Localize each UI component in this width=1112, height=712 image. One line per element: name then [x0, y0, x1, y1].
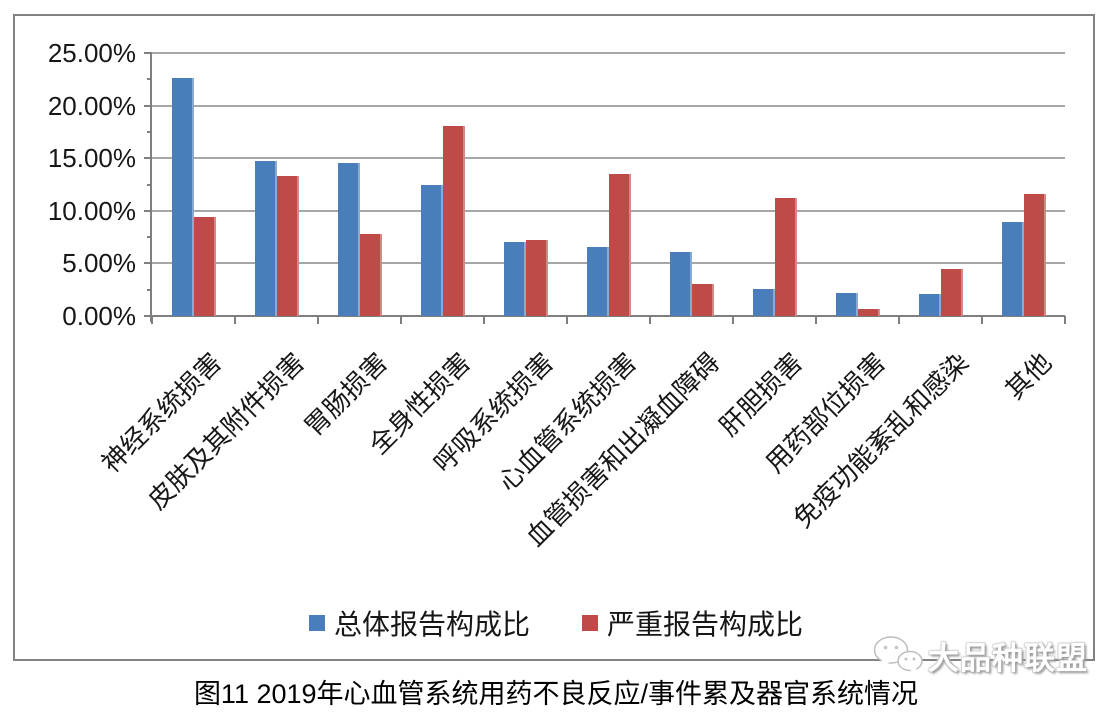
- bar-serious: [691, 284, 714, 316]
- y-axis-tick-label: 20.00%: [47, 90, 136, 121]
- watermark-text: 大品种联盟: [928, 641, 1088, 676]
- legend: 总体报告构成比 严重报告构成比: [0, 603, 1112, 643]
- y-axis-tick-label: 0.00%: [62, 301, 136, 331]
- chart-title: 图11 2019年心血管系统用药不良反应/事件累及器官系统情况: [193, 679, 919, 709]
- y-axis-tick-label: 5.00%: [62, 248, 136, 279]
- bar-serious: [359, 233, 382, 316]
- bar-total: [918, 293, 941, 316]
- x-axis-tick: [1064, 316, 1066, 324]
- y-axis-minor-tick: [147, 78, 152, 81]
- x-axis-tick: [234, 316, 236, 324]
- bar-total: [337, 163, 360, 316]
- gridline: [152, 157, 1065, 160]
- gridline: [152, 52, 1065, 54]
- x-axis-tick: [981, 316, 983, 324]
- bar-serious: [276, 176, 299, 316]
- bar-total: [1001, 222, 1024, 316]
- legend-item-total: 总体报告构成比: [308, 603, 530, 643]
- bar-total: [835, 292, 858, 316]
- bar-serious: [940, 268, 963, 316]
- x-axis-tick: [898, 316, 900, 324]
- y-axis-tick-label: 15.00%: [47, 143, 136, 174]
- x-axis-tick: [732, 316, 734, 324]
- bar-total: [586, 246, 609, 316]
- gridline: [152, 104, 1065, 107]
- y-axis-tick: [144, 157, 152, 160]
- x-axis-tick: [483, 316, 485, 324]
- y-axis-tick: [144, 209, 152, 212]
- y-axis-tick: [144, 262, 152, 265]
- bar-serious: [442, 125, 465, 316]
- bar-serious: [525, 240, 548, 316]
- legend-swatch-total: [308, 615, 325, 631]
- x-axis-line: [150, 315, 1065, 317]
- legend-item-serious: 严重报告构成比: [582, 603, 803, 643]
- y-axis-minor-tick: [147, 236, 152, 239]
- y-axis-minor-tick: [147, 288, 152, 291]
- bar-total: [171, 78, 194, 316]
- bar-serious: [193, 217, 216, 316]
- x-axis-tick: [400, 316, 402, 324]
- y-axis-tick: [144, 104, 152, 107]
- y-axis-tick-label: 10.00%: [47, 195, 136, 226]
- y-axis-tick: [144, 52, 152, 54]
- y-axis-tick: [144, 315, 152, 317]
- bar-total: [254, 161, 277, 316]
- y-axis-minor-tick: [147, 130, 152, 133]
- watermark: 大品种联盟: [872, 633, 1088, 678]
- bar-total: [420, 184, 443, 316]
- x-axis-tick: [566, 316, 568, 324]
- x-axis-tick: [317, 316, 319, 324]
- bar-serious: [774, 198, 797, 316]
- bar-serious: [608, 173, 631, 316]
- legend-swatch-serious: [582, 615, 598, 631]
- wechat-icon: [873, 635, 923, 675]
- y-axis-line: [150, 53, 152, 322]
- x-axis-tick: [151, 316, 153, 324]
- x-axis-tick: [649, 316, 651, 324]
- bar-total: [752, 288, 775, 316]
- x-axis-tick: [815, 316, 817, 324]
- legend-label-total: 总体报告构成比: [333, 609, 530, 640]
- bar-total: [669, 251, 692, 316]
- bar-total: [503, 242, 526, 316]
- bar-serious: [1023, 193, 1046, 316]
- y-axis-minor-tick: [147, 183, 152, 186]
- legend-label-serious: 严重报告构成比: [607, 609, 804, 640]
- bar-serious: [857, 308, 880, 316]
- y-axis-tick-label: 25.00%: [47, 38, 136, 68]
